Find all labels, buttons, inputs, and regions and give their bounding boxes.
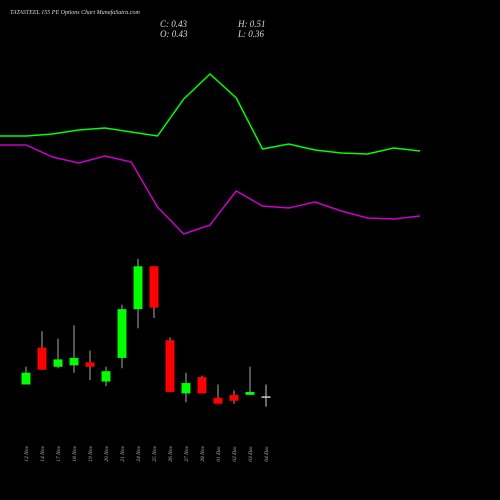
- candle-body: [149, 266, 159, 308]
- x-tick-label: 21 Nov: [120, 445, 126, 461]
- candle-body: [181, 383, 191, 394]
- indicator-line: [0, 144, 421, 235]
- x-tick-label: 14 Nov: [39, 445, 46, 461]
- ohlc-open: O: 0.43: [160, 29, 188, 39]
- candle-body: [213, 397, 223, 404]
- candle-body: [101, 371, 111, 382]
- x-tick-label: 20 Nov: [104, 445, 110, 461]
- candle-body: [165, 340, 175, 392]
- x-tick-label: 02 Dec: [232, 445, 238, 461]
- candle-body: [117, 309, 127, 358]
- indicator-line: [0, 72, 421, 155]
- x-tick-label: 01 Dec: [216, 445, 222, 461]
- x-tick-label: 17 Nov: [56, 445, 62, 461]
- x-tick-label: 28 Nov: [200, 445, 206, 461]
- candle-body: [53, 359, 63, 367]
- x-tick-label: 26 Nov: [168, 445, 174, 461]
- x-tick-label: 24 Nov: [135, 445, 142, 461]
- ohlc-close: C: 0.43: [160, 19, 188, 29]
- ohlc-low: L: 0.36: [237, 29, 265, 39]
- x-tick-label: 19 Nov: [88, 445, 94, 461]
- candle-body: [229, 394, 239, 401]
- candle-body: [85, 362, 95, 367]
- chart-title: TATASTEEL 155 PE Options Chart MunafaSut…: [10, 9, 140, 16]
- x-tick-label: 03 Dec: [248, 445, 254, 461]
- candle-body: [21, 372, 31, 385]
- candle-body: [245, 391, 255, 395]
- x-tick-label: 04 Dec: [263, 445, 270, 461]
- candle-body: [197, 377, 207, 394]
- x-tick-label: 18 Nov: [72, 445, 78, 461]
- ohlc-high: H: 0.51: [237, 19, 266, 29]
- candle-body: [69, 357, 79, 366]
- candle-body: [261, 396, 271, 398]
- candle-body: [37, 347, 47, 370]
- candle-body: [133, 266, 143, 310]
- x-tick-label: 27 Nov: [184, 445, 190, 461]
- x-tick-label: 12 Nov: [24, 445, 30, 461]
- x-tick-label: 25 Nov: [152, 445, 158, 461]
